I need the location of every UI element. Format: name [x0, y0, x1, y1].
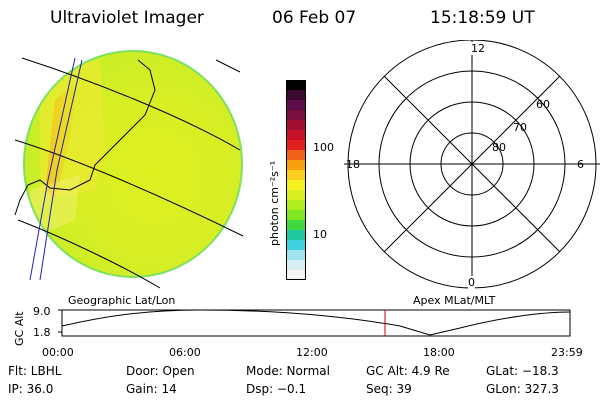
alt-tick-1.8: 1.8 [33, 326, 51, 339]
date-label: 06 Feb 07 [272, 8, 357, 28]
colorbar-segment [286, 210, 306, 221]
colorbar-segment [286, 200, 306, 211]
colorbar-segment [286, 190, 306, 201]
altitude-axis-label: GC Alt [13, 311, 26, 346]
colorbar-segment [286, 270, 306, 281]
altitude-plot [58, 309, 571, 337]
info-flt: Flt: LBHL [8, 364, 62, 378]
time-tick-2359: 23:59 [551, 346, 583, 359]
info-gcalt: GC Alt: 4.9 Re [366, 364, 450, 378]
apex-label: Apex MLat/MLT [413, 294, 496, 307]
time-tick-18: 18:00 [423, 346, 455, 359]
colorbar-segment [286, 90, 306, 101]
geographic-label: Geographic Lat/Lon [68, 294, 176, 307]
info-ip: IP: 36.0 [8, 382, 54, 396]
colorbar-segment [286, 160, 306, 171]
colorbar-segment [286, 180, 306, 191]
mlt-label-18: 18 [346, 158, 360, 171]
colorbar-segment [286, 80, 306, 91]
colorbar-segment [286, 110, 306, 121]
app-title: Ultraviolet Imager [50, 8, 204, 28]
time-label: 15:18:59 UT [430, 8, 535, 28]
colorbar-tick-100: 100 [313, 141, 334, 154]
lat-label-80: 80 [492, 141, 506, 154]
colorbar [286, 80, 306, 281]
polar-grid [344, 40, 600, 289]
info-gain: Gain: 14 [126, 382, 177, 396]
colorbar-segment [286, 100, 306, 111]
mlt-label-0: 0 [468, 276, 475, 289]
mlt-label-12: 12 [471, 42, 485, 55]
time-tick-0: 00:00 [42, 346, 74, 359]
lon-grid-lines [29, 57, 83, 281]
info-mode: Mode: Normal [246, 364, 330, 378]
info-seq: Seq: 39 [366, 382, 412, 396]
info-glat: GLat: −18.3 [486, 364, 559, 378]
colorbar-segment [286, 230, 306, 241]
colorbar-gradient [286, 80, 306, 281]
info-dsp: Dsp: −0.1 [246, 382, 307, 396]
alt-tick-9: 9.0 [33, 305, 51, 318]
polar-diag-2 [383, 75, 561, 253]
colorbar-segment [286, 130, 306, 141]
colorbar-segment [286, 260, 306, 271]
colorbar-frame [286, 80, 306, 280]
lat-label-60: 60 [536, 98, 550, 111]
geographic-image-panel [14, 50, 244, 289]
info-door: Door: Open [126, 364, 195, 378]
colorbar-segment [286, 140, 306, 151]
colorbar-tick-10: 10 [313, 228, 327, 241]
lat-grid-lines [14, 57, 244, 289]
colorbar-unit-label: photon cm⁻²s⁻¹ [268, 160, 281, 246]
time-tick-6: 06:00 [169, 346, 201, 359]
time-tick-12: 12:00 [296, 346, 328, 359]
colorbar-segment [286, 170, 306, 181]
info-glon: GLon: 327.3 [486, 382, 559, 396]
lat-label-70: 70 [513, 121, 527, 134]
altitude-curve [61, 309, 571, 336]
mlt-label-6: 6 [577, 158, 584, 171]
uv-disk [23, 50, 243, 278]
coastline [14, 59, 156, 216]
altitude-plot-frame [61, 309, 571, 337]
colorbar-segment [286, 250, 306, 261]
colorbar-segment [286, 150, 306, 161]
colorbar-segment [286, 240, 306, 251]
colorbar-segment [286, 120, 306, 131]
colorbar-segment [286, 220, 306, 231]
